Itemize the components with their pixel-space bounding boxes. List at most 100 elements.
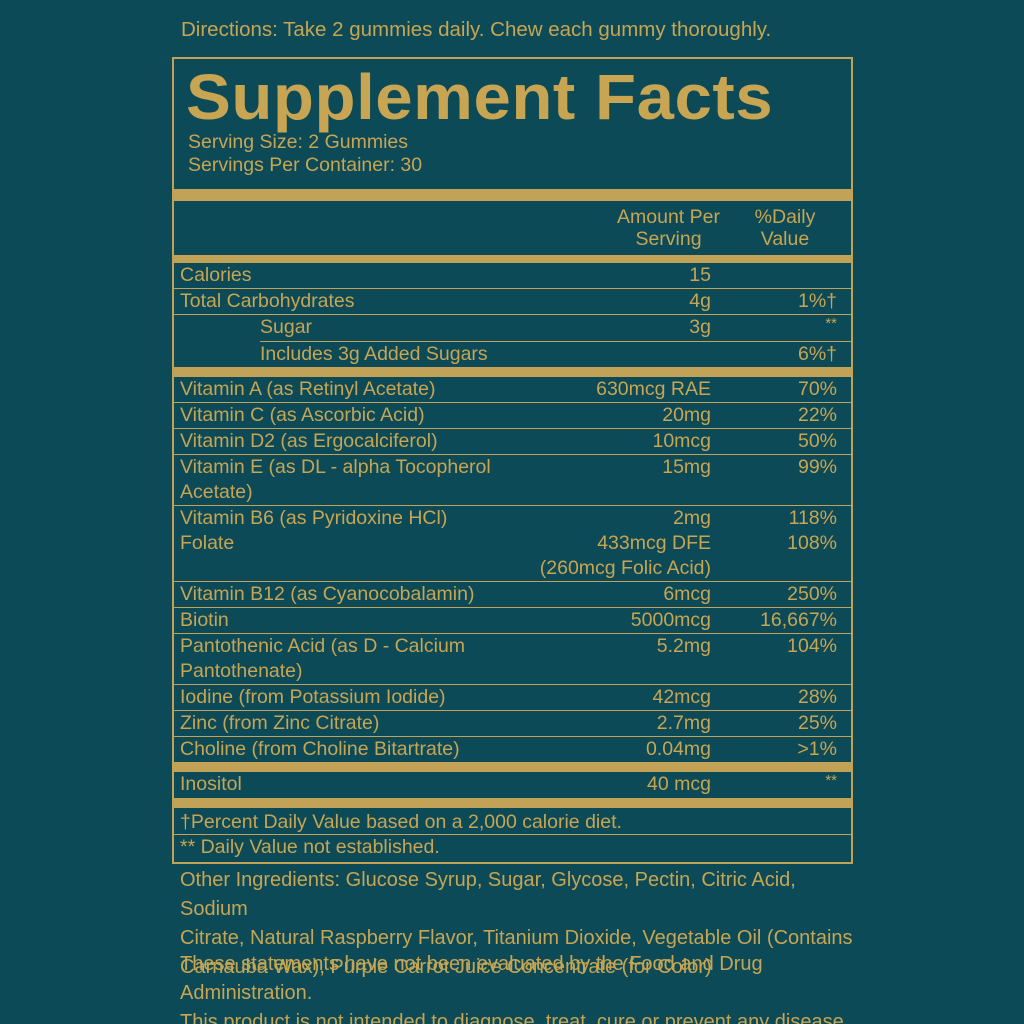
nutrient-label: Sugar — [260, 316, 313, 338]
thick-bar-under-header — [174, 255, 851, 263]
daily-value: 118% — [788, 507, 837, 529]
amount-value: 5.2mg — [656, 635, 711, 657]
row-separator — [174, 684, 851, 685]
row-separator — [174, 505, 851, 506]
row-separator — [174, 314, 851, 315]
daily-value: 1%† — [797, 290, 837, 312]
table-row: Vitamin C (as Ascorbic Acid) 20mg 22% — [174, 403, 851, 428]
table-row: Includes 3g Added Sugars 6%† — [174, 342, 851, 367]
table-row: Sugar 3g ** — [174, 315, 851, 341]
footnote-separator — [174, 834, 851, 835]
table-row: (260mcg Folic Acid) — [174, 556, 851, 581]
amount-value: 5000mcg — [630, 609, 711, 631]
row-separator — [174, 402, 851, 403]
nutrient-label: Iodine (from Potassium Iodide) — [180, 686, 446, 708]
facts-rows: Calories 15 Total Carbohydrates 4g 1%† Sugar 3… — [174, 263, 851, 808]
amount-value: 3g — [689, 316, 711, 338]
nutrient-label: Biotin — [180, 609, 229, 631]
table-row: Acetate) — [174, 480, 851, 505]
amount-value: 10mcg — [652, 430, 711, 452]
amount-value: 6mcg — [663, 583, 711, 605]
amount-value: 42mcg — [652, 686, 711, 708]
table-row: Vitamin B12 (as Cyanocobalamin) 6mcg 250% — [174, 582, 851, 607]
table-row: Biotin 5000mcg 16,667% — [174, 608, 851, 633]
nutrient-label: Vitamin E (as DL - alpha Tocopherol — [180, 456, 491, 478]
nutrient-label: Total Carbohydrates — [180, 290, 355, 312]
daily-value: 70% — [797, 378, 837, 400]
column-header-amount: Amount Per Serving — [617, 206, 720, 250]
table-row: Vitamin A (as Retinyl Acetate) 630mcg RAE… — [174, 377, 851, 402]
column-header-daily-value: %Daily Value — [754, 206, 816, 250]
amount-value: 15 — [689, 264, 711, 286]
serving-size: Serving Size: 2 Gummies — [188, 131, 408, 153]
daily-value: 28% — [797, 686, 837, 708]
amount-value: 4g — [689, 290, 711, 312]
amount-value: 20mg — [662, 404, 711, 426]
table-header-row: Amount Per Serving %Daily Value — [174, 201, 851, 255]
thick-bar — [174, 762, 851, 772]
panel-title: Supplement Facts — [186, 61, 774, 133]
daily-value: 108% — [787, 532, 837, 554]
row-separator — [174, 288, 851, 289]
table-row: Choline (from Choline Bitartrate) 0.04mg >… — [174, 737, 851, 762]
nutrient-label: Inositol — [180, 773, 242, 795]
table-row: Folate 433mcg DFE 108% — [174, 531, 851, 556]
table-row: Pantothenate) — [174, 659, 851, 684]
row-separator — [174, 581, 851, 582]
nutrient-label: Vitamin B6 (as Pyridoxine HCl) — [180, 507, 448, 529]
amount-value: 40 mcg — [647, 773, 711, 795]
table-row: Vitamin E (as DL - alpha Tocopherol 15mg 9… — [174, 455, 851, 480]
directions-text: Directions: Take 2 gummies daily. Chew e… — [181, 18, 772, 41]
daily-value: 16,667% — [760, 609, 837, 631]
table-row: Calories 15 — [174, 263, 851, 288]
header-spacer — [174, 206, 536, 250]
amount-value: 630mcg RAE — [596, 378, 711, 400]
daily-value: 250% — [787, 583, 837, 605]
nutrient-label: Calories — [180, 264, 252, 286]
footnotes-section: †Percent Daily Value based on a 2,000 ca… — [174, 808, 851, 862]
supplement-facts-panel: Supplement Facts Serving Size: 2 Gummies… — [172, 57, 853, 864]
daily-value: 99% — [797, 456, 837, 478]
footnote-daily-value: †Percent Daily Value based on a 2,000 ca… — [180, 811, 622, 833]
daily-value: 104% — [787, 635, 837, 657]
thick-bar-top — [174, 189, 851, 201]
other-ingredients-paragraph: Other Ingredients: Glucose Syrup, Sugar,… — [180, 869, 853, 978]
table-row: Inositol 40 mcg ** — [174, 772, 851, 798]
row-separator — [174, 710, 851, 711]
table-row: Pantothenic Acid (as D - Calcium 5.2mg 104… — [174, 634, 851, 659]
daily-value: 6%† — [797, 343, 837, 365]
amount-value: 433mcg DFE — [597, 532, 711, 554]
daily-value: ** — [825, 315, 837, 332]
nutrient-label: Acetate) — [180, 481, 253, 503]
amount-value: 0.04mg — [645, 738, 711, 760]
footnote-not-established: ** Daily Value not established. — [180, 836, 440, 858]
thick-bar — [174, 367, 851, 377]
nutrient-label: Vitamin C (as Ascorbic Acid) — [180, 404, 425, 426]
nutrient-label: Vitamin B12 (as Cyanocobalamin) — [180, 583, 475, 605]
row-separator — [174, 428, 851, 429]
nutrient-label: Vitamin A (as Retinyl Acetate) — [180, 378, 436, 400]
table-row: Iodine (from Potassium Iodide) 42mcg 28% — [174, 685, 851, 710]
row-separator — [174, 633, 851, 634]
servings-per-container: Servings Per Container: 30 — [188, 154, 423, 176]
table-row: Zinc (from Zinc Citrate) 2.7mg 25% — [174, 711, 851, 736]
nutrient-label: Vitamin D2 (as Ergocalciferol) — [180, 430, 438, 452]
row-separator — [174, 736, 851, 737]
amount-value: 2mg — [673, 507, 711, 529]
table-row: Vitamin B6 (as Pyridoxine HCl) 2mg 118% — [174, 506, 851, 531]
nutrient-label: Folate — [180, 532, 235, 554]
daily-value: 22% — [797, 404, 837, 426]
row-separator — [174, 607, 851, 608]
disclaimer-paragraph: These statements have not been evaluated… — [180, 953, 844, 1024]
row-separator-indented — [260, 341, 851, 342]
amount-value: (260mcg Folic Acid) — [539, 557, 711, 579]
amount-value: 15mg — [662, 456, 711, 478]
nutrient-label: Pantothenic Acid (as D - Calcium — [180, 635, 466, 657]
daily-value: >1% — [797, 738, 837, 760]
daily-value: ** — [825, 772, 837, 789]
thick-bar — [174, 798, 851, 808]
amount-value: 2.7mg — [656, 712, 711, 734]
nutrient-label: Includes 3g Added Sugars — [260, 343, 488, 365]
nutrient-label: Zinc (from Zinc Citrate) — [180, 712, 380, 734]
